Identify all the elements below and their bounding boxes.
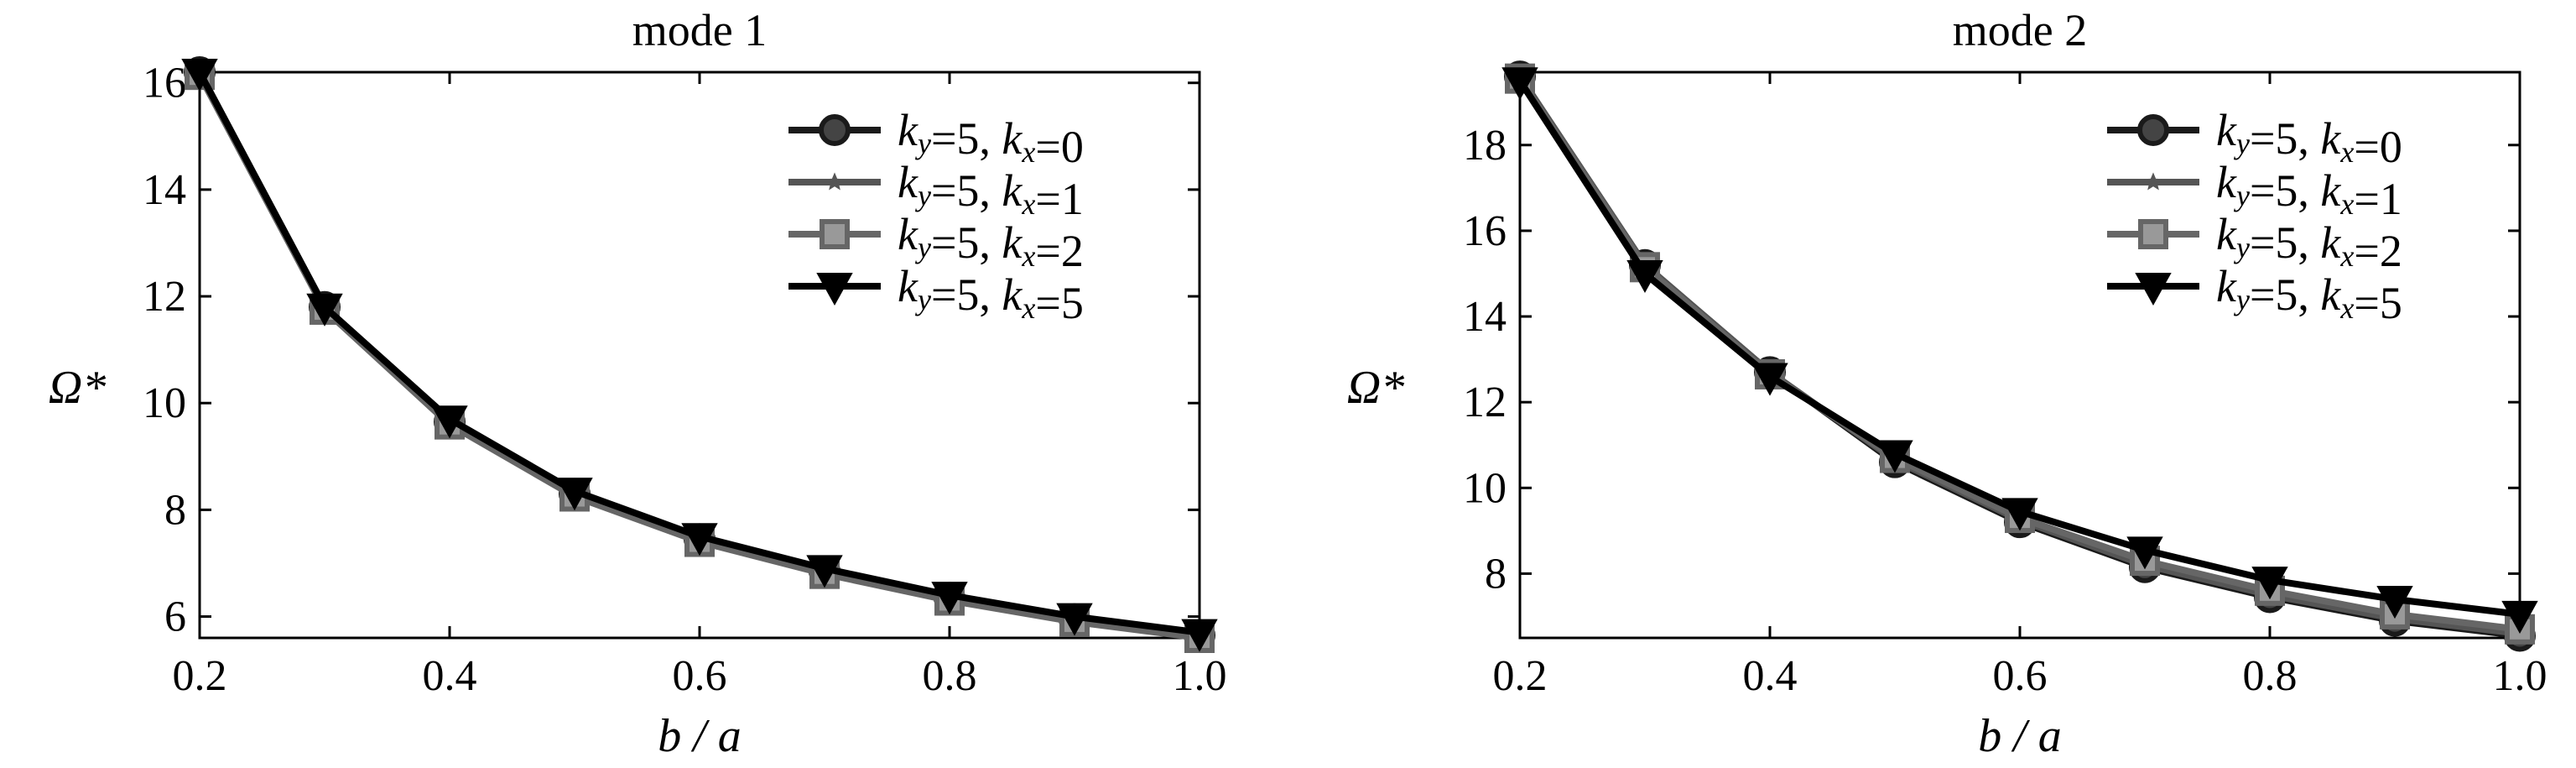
legend-entry: ky=5, kx=5 — [898, 261, 1084, 328]
data-point — [2376, 586, 2413, 619]
legend-entry: ky=5, kx=0 — [2216, 105, 2402, 172]
data-point — [1056, 603, 1093, 636]
y-tick-label: 8 — [164, 486, 186, 534]
legend-marker — [2138, 219, 2168, 249]
y-tick-label: 10 — [1463, 464, 1507, 512]
legend-entry: ky=5, kx=1 — [2216, 157, 2402, 224]
y-tick-label: 14 — [1463, 293, 1507, 341]
data-point — [2126, 536, 2163, 570]
data-point — [2501, 600, 2538, 634]
legend-marker — [2143, 172, 2163, 191]
legend: ky=5, kx=0ky=5, kx=1ky=5, kx=2ky=5, kx=5 — [788, 105, 1084, 328]
chart-title: mode 2 — [1953, 5, 2087, 55]
data-point — [931, 582, 968, 615]
data-point — [306, 293, 343, 327]
x-tick-label: 1.0 — [1173, 652, 1227, 700]
y-tick-label: 12 — [143, 273, 186, 321]
data-point — [181, 59, 218, 92]
legend-entry: ky=5, kx=2 — [898, 209, 1084, 276]
chart-2: 0.2 0.4 0.6 0.8 1.0 8 10 12 14 16 18 mode 2 b / a Ω* k… — [1347, 5, 2547, 762]
chart-title: mode 1 — [632, 5, 767, 55]
data-point — [1751, 363, 1788, 396]
data-point — [1501, 67, 1538, 101]
y-tick-label: 16 — [143, 60, 186, 107]
legend-marker — [825, 172, 845, 191]
legend-marker — [816, 273, 853, 306]
x-tick-label: 0.8 — [923, 652, 977, 700]
legend: ky=5, kx=0ky=5, kx=1ky=5, kx=2ky=5, kx=5 — [2107, 105, 2402, 328]
legend-marker — [2137, 114, 2169, 146]
data-point — [556, 478, 593, 511]
x-tick-label: 0.6 — [673, 652, 727, 700]
x-axis-label: b / a — [1978, 710, 2062, 762]
y-tick-label: 16 — [1463, 207, 1507, 255]
x-tick-label: 0.2 — [173, 652, 227, 700]
x-axis-label: b / a — [658, 710, 742, 762]
data-point — [681, 523, 718, 556]
data-point — [2251, 567, 2288, 600]
y-axis-label: Ω* — [49, 362, 107, 414]
data-point — [1626, 259, 1663, 294]
y-tick-label: 6 — [164, 593, 186, 641]
legend-entry: ky=5, kx=2 — [2216, 209, 2402, 276]
data-point — [1181, 619, 1218, 652]
legend-entry: ky=5, kx=1 — [898, 157, 1084, 224]
legend-entry: ky=5, kx=5 — [2216, 261, 2402, 328]
legend-entry: ky=5, kx=0 — [898, 105, 1084, 172]
y-tick-label: 18 — [1463, 122, 1507, 170]
chart-1: 0.2 0.4 0.6 0.8 1.0 6 8 10 12 14 16 mode 1 b / a Ω* ky… — [49, 5, 1227, 762]
x-tick-label: 0.4 — [423, 652, 477, 700]
legend-marker — [2135, 273, 2172, 306]
x-tick-label: 0.6 — [1993, 652, 2048, 700]
legend-marker — [820, 219, 850, 249]
y-tick-label: 8 — [1485, 550, 1507, 598]
data-point — [1876, 440, 1913, 473]
x-tick-label: 0.2 — [1493, 652, 1548, 700]
y-tick-label: 10 — [143, 379, 186, 427]
data-point — [806, 555, 843, 588]
series-4 — [181, 59, 1218, 652]
y-tick-label: 14 — [143, 166, 186, 214]
data-point — [2001, 498, 2038, 531]
x-tick-label: 1.0 — [2493, 652, 2547, 700]
x-tick-label: 0.8 — [2243, 652, 2298, 700]
y-tick-label: 12 — [1463, 379, 1507, 426]
data-point — [431, 405, 468, 439]
legend-marker — [819, 114, 851, 146]
y-axis-label: Ω* — [1347, 362, 1405, 414]
x-tick-label: 0.4 — [1743, 652, 1798, 700]
series-4 — [1501, 67, 2538, 634]
